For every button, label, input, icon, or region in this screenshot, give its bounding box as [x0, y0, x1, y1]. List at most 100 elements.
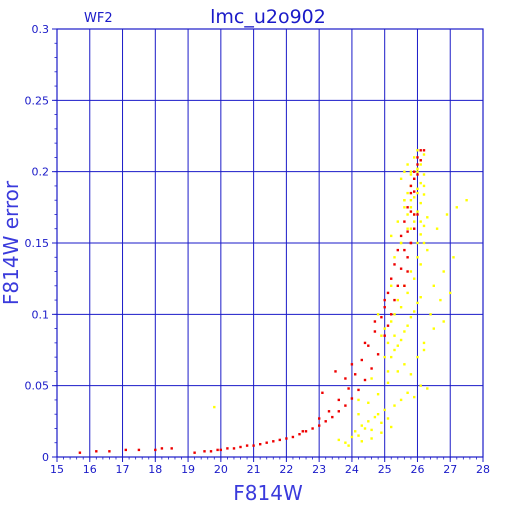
data-point: [416, 213, 419, 216]
data-point: [399, 234, 403, 238]
data-point: [416, 355, 419, 359]
y-axis-label: F814W error: [0, 180, 23, 305]
data-point: [416, 210, 419, 213]
data-point: [403, 206, 406, 209]
data-point: [301, 430, 304, 433]
data-point: [422, 241, 426, 245]
data-point: [403, 220, 406, 223]
data-point: [426, 248, 429, 252]
data-point: [419, 296, 422, 299]
x-tick-label: 16: [83, 463, 97, 476]
data-point: [422, 348, 426, 352]
y-tick-label: 0.1: [32, 308, 50, 321]
data-point: [311, 427, 314, 430]
x-tick-label: 15: [50, 463, 64, 476]
data-point: [203, 450, 206, 453]
y-tick-labels: 0 0.05 0.1 0.15 0.2 0.25 0.3: [25, 23, 50, 464]
data-point: [357, 413, 360, 416]
data-point: [393, 348, 396, 352]
data-point: [137, 448, 141, 452]
data-point: [406, 206, 409, 209]
data-point: [442, 270, 445, 273]
data-point: [399, 267, 403, 270]
data-point: [390, 425, 393, 429]
data-point: [350, 363, 354, 366]
data-point: [324, 420, 327, 423]
data-point: [393, 298, 396, 302]
data-point: [360, 358, 363, 362]
data-point: [344, 404, 347, 407]
data-point: [409, 373, 413, 376]
data-point: [413, 170, 416, 173]
data-point: [396, 284, 399, 287]
data-point: [380, 431, 383, 434]
data-point: [380, 334, 383, 337]
data-point: [380, 421, 383, 424]
data-point: [409, 173, 413, 176]
data-point: [419, 263, 422, 266]
y-tick-label: 0.25: [25, 94, 50, 107]
data-point: [416, 170, 419, 173]
data-point: [108, 450, 111, 453]
data-point: [406, 270, 409, 273]
data-points: [78, 149, 468, 454]
data-point: [422, 184, 426, 188]
data-point: [124, 448, 127, 452]
data-point: [416, 301, 419, 305]
data-point: [363, 427, 367, 430]
data-point: [213, 405, 216, 409]
x-tick-label: 25: [378, 463, 392, 476]
data-point: [337, 398, 340, 402]
data-point: [416, 163, 419, 166]
chart-title: lmc_u2o902: [210, 6, 326, 28]
data-point: [239, 445, 242, 449]
data-point: [373, 320, 377, 323]
data-point: [426, 387, 429, 390]
data-point: [357, 398, 360, 402]
data-point: [357, 388, 360, 392]
data-point: [432, 284, 435, 287]
data-point: [406, 213, 409, 216]
grid-lines: [57, 29, 483, 457]
data-point: [399, 241, 403, 245]
data-point: [298, 433, 301, 436]
x-tick-label: 26: [410, 463, 424, 476]
data-point: [422, 153, 426, 156]
data-point: [399, 177, 403, 180]
data-point: [383, 334, 386, 337]
x-tick-label: 28: [476, 463, 490, 476]
data-point: [390, 234, 393, 238]
data-point: [337, 410, 340, 413]
data-point: [219, 448, 222, 452]
data-point: [396, 248, 399, 252]
data-point: [383, 306, 386, 309]
x-tick-label: 19: [181, 463, 195, 476]
data-point: [419, 384, 422, 387]
data-point: [154, 448, 157, 452]
data-point: [419, 233, 422, 236]
data-point: [95, 450, 98, 453]
data-point: [360, 424, 363, 427]
data-point: [386, 370, 390, 373]
data-point: [383, 327, 386, 330]
data-point: [370, 428, 373, 432]
data-point: [419, 159, 422, 162]
data-point: [409, 227, 413, 230]
y-tick-label: 0: [42, 451, 49, 464]
data-point: [406, 191, 409, 195]
data-point: [416, 191, 419, 195]
data-point: [245, 444, 249, 447]
data-point: [399, 398, 403, 402]
data-point: [422, 341, 426, 345]
y-tick-label: 0.2: [32, 166, 50, 179]
data-point: [170, 447, 173, 450]
data-point: [265, 441, 268, 444]
data-point: [452, 256, 455, 259]
x-tick-label: 27: [443, 463, 457, 476]
data-point: [419, 163, 422, 166]
y-tick-label: 0.05: [25, 380, 50, 393]
data-point: [413, 277, 416, 280]
data-point: [403, 330, 406, 333]
data-point: [422, 224, 426, 228]
data-point: [232, 447, 236, 450]
